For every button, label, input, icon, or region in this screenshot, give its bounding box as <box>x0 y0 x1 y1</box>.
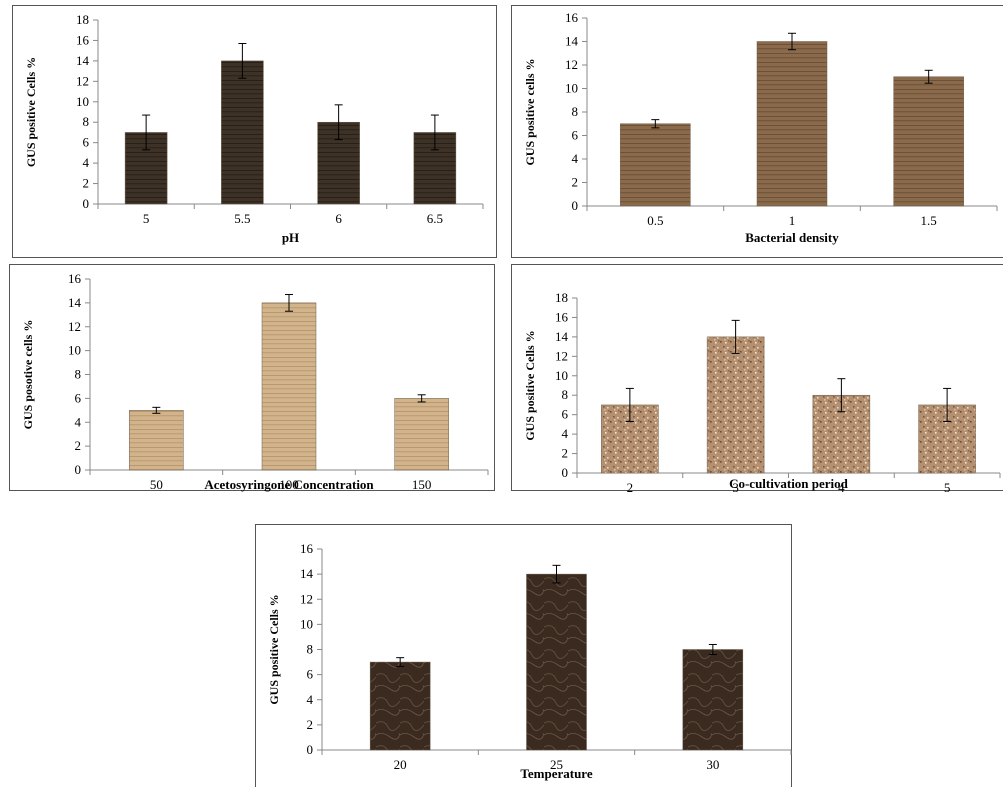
chart-acetosyringone: 0 2 4 6 8 10 12 14 16 50 100 150 Acetosyringone Conc… <box>21 271 489 492</box>
chart-temperature: 0 2 4 6 8 10 12 14 16 20 25 30 Temperature GUS positi… <box>267 541 792 781</box>
y-tick-label: 8 <box>307 642 314 657</box>
y-tick-label: 16 <box>68 271 82 286</box>
y-tick-label: 2 <box>562 446 569 461</box>
y-tick-label: 16 <box>300 541 314 556</box>
x-axis-label: Temperature <box>520 766 592 781</box>
chart-panel-temperature: 0 2 4 6 8 10 12 14 16 20 25 30 Temperature GUS positi… <box>255 524 792 787</box>
y-tick-label: 8 <box>572 104 579 119</box>
y-tick-label: 10 <box>76 94 89 109</box>
bar <box>620 123 691 207</box>
x-tick-label: 0.5 <box>647 213 663 228</box>
y-tick-label: 6 <box>562 407 569 422</box>
x-tick-label: 2 <box>627 480 634 492</box>
y-tick-label: 8 <box>83 114 90 129</box>
bar <box>394 398 449 471</box>
y-tick-label: 0 <box>83 196 90 211</box>
y-tick-label: 6 <box>307 667 314 682</box>
y-tick-label: 0 <box>75 462 82 477</box>
y-tick-label: 16 <box>555 309 569 324</box>
chart-bacterial-density: 0 2 4 6 8 10 12 14 16 0.5 1 1.5 Bacterial density GUS… <box>523 10 998 245</box>
x-tick-label: 150 <box>412 477 432 492</box>
x-tick-label: 3 <box>732 480 739 492</box>
bar <box>526 573 587 751</box>
chart-panel-bacterial-density: 0 2 4 6 8 10 12 14 16 0.5 1 1.5 Bacterial density GUS… <box>511 5 1003 258</box>
x-tick-label: 1.5 <box>921 213 937 228</box>
x-axis-label: Co-cultivation period <box>729 476 849 491</box>
y-tick-label: 2 <box>572 175 579 190</box>
y-tick-label: 14 <box>565 34 579 49</box>
y-tick-label: 14 <box>76 53 90 68</box>
y-tick-label: 2 <box>83 176 90 191</box>
chart-ph: 0 2 4 6 8 10 12 14 16 18 5 5.5 6 6.5 pH GUS positive Ce… <box>24 12 484 245</box>
y-axis-label: GUS positive Cells % <box>24 57 38 167</box>
y-axis-label: GUS positive Cells % <box>523 330 537 440</box>
x-tick-label: 4 <box>838 480 845 492</box>
y-tick-label: 0 <box>572 198 579 213</box>
y-tick-label: 14 <box>555 329 569 344</box>
bar <box>893 76 964 207</box>
y-tick-label: 2 <box>75 438 82 453</box>
x-tick-label: 5 <box>143 211 150 226</box>
y-tick-label: 8 <box>75 367 82 382</box>
x-axis-label: Acetosyringone Concentration <box>204 477 374 492</box>
y-tick-label: 4 <box>75 414 82 429</box>
x-tick-label: 6 <box>335 211 342 226</box>
bar <box>369 661 431 751</box>
y-tick-label: 4 <box>562 426 569 441</box>
y-axis-label: GUS posotive cells % <box>21 320 35 430</box>
y-tick-label: 10 <box>565 81 578 96</box>
y-axis-label: GUS positive Cells % <box>267 594 281 704</box>
bar <box>261 302 317 471</box>
y-tick-label: 16 <box>76 32 90 47</box>
y-tick-label: 12 <box>68 319 81 334</box>
bar <box>413 132 457 205</box>
y-tick-label: 4 <box>572 151 579 166</box>
chart-panel-ph: 0 2 4 6 8 10 12 14 16 18 5 5.5 6 6.5 pH GUS positive Ce… <box>12 5 497 258</box>
y-tick-label: 8 <box>562 387 569 402</box>
y-tick-label: 14 <box>68 295 82 310</box>
y-tick-label: 6 <box>83 135 90 150</box>
y-tick-label: 10 <box>300 616 313 631</box>
x-axis-label: Bacterial density <box>745 230 839 245</box>
y-tick-label: 4 <box>307 692 314 707</box>
y-tick-label: 2 <box>307 717 314 732</box>
x-tick-label: 25 <box>550 757 563 772</box>
bar <box>682 649 744 751</box>
bar <box>221 60 264 205</box>
chart-co-cultivation: 0 2 4 6 8 10 12 14 16 18 2 3 4 5 Co-cultivation period… <box>523 290 1001 492</box>
chart-panel-acetosyringone: 0 2 4 6 8 10 12 14 16 50 100 150 Acetosyringone Conc… <box>9 264 495 492</box>
y-tick-label: 10 <box>555 368 568 383</box>
x-tick-label: 20 <box>394 757 407 772</box>
x-tick-label: 5.5 <box>234 211 250 226</box>
bar <box>129 410 184 471</box>
bar <box>756 41 828 207</box>
x-axis-label: pH <box>282 230 299 245</box>
y-tick-label: 10 <box>68 343 81 358</box>
y-tick-label: 12 <box>76 73 89 88</box>
bar <box>706 336 765 474</box>
x-tick-label: 100 <box>279 477 299 492</box>
y-tick-label: 12 <box>555 348 568 363</box>
y-tick-label: 0 <box>307 742 314 757</box>
y-tick-label: 14 <box>300 566 314 581</box>
y-tick-label: 4 <box>83 155 90 170</box>
y-tick-label: 12 <box>565 57 578 72</box>
y-tick-label: 6 <box>75 390 82 405</box>
y-tick-label: 6 <box>572 128 579 143</box>
y-tick-label: 18 <box>76 12 89 27</box>
y-tick-label: 12 <box>300 591 313 606</box>
y-tick-label: 18 <box>555 290 568 305</box>
y-axis-label: GUS positive cells % <box>523 59 537 166</box>
y-tick-label: 16 <box>565 10 579 25</box>
x-tick-label: 1 <box>789 213 796 228</box>
x-tick-label: 50 <box>150 477 163 492</box>
x-tick-label: 6.5 <box>427 211 443 226</box>
y-tick-label: 0 <box>562 465 569 480</box>
x-tick-label: 30 <box>706 757 719 772</box>
chart-panel-co-cultivation: 0 2 4 6 8 10 12 14 16 18 2 3 4 5 Co-cultivation period… <box>511 264 1003 492</box>
x-tick-label: 5 <box>944 480 951 492</box>
